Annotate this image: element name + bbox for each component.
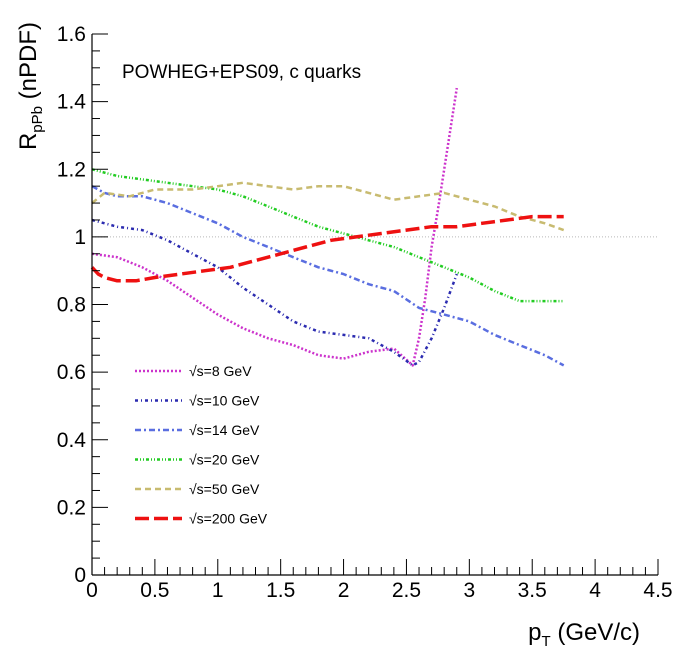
y-tick-label: 0.8 bbox=[57, 294, 86, 317]
legend-label-3: √s=20 GeV bbox=[189, 452, 260, 468]
legend-label-1: √s=10 GeV bbox=[189, 393, 260, 409]
x-axis-title-unit: (GeV/c) bbox=[551, 619, 640, 646]
legend-label-5: √s=200 GeV bbox=[189, 511, 268, 527]
y-tick-label: 1.2 bbox=[57, 158, 86, 181]
x-tick-label: 0.5 bbox=[140, 579, 169, 602]
series-line-5 bbox=[90, 214, 564, 283]
y-axis-title-unit: (nPDF) bbox=[15, 22, 42, 106]
x-tick-label: 2.5 bbox=[392, 579, 421, 602]
series-line-0 bbox=[91, 87, 459, 367]
y-tick-label: 1.6 bbox=[57, 23, 86, 46]
x-axis-title-main: p bbox=[528, 619, 541, 646]
x-tick-label: 1 bbox=[212, 579, 224, 602]
tick-marks bbox=[91, 33, 659, 576]
plot-frame bbox=[91, 34, 658, 576]
series-line-2 bbox=[91, 185, 565, 367]
legend-label-0: √s=8 GeV bbox=[189, 363, 252, 379]
series-group bbox=[90, 87, 565, 367]
legend: √s=8 GeV √s=10 GeV √s=14 GeV √s=20 GeV √s=50… bbox=[135, 363, 268, 527]
y-tick-label: 0.6 bbox=[57, 361, 86, 384]
y-axis-title-main: R bbox=[15, 133, 42, 150]
x-tick-label: 0 bbox=[86, 579, 98, 602]
legend-label-2: √s=14 GeV bbox=[189, 422, 260, 438]
y-tick-label: 0 bbox=[74, 564, 86, 587]
y-tick-label: 1.4 bbox=[57, 91, 87, 114]
legend-label-4: √s=50 GeV bbox=[189, 481, 260, 497]
x-axis-title-sub: T bbox=[541, 633, 550, 650]
series-line-1 bbox=[91, 218, 458, 367]
x-tick-label: 3.5 bbox=[518, 579, 547, 602]
y-axis-title: RpPb (nPDF) bbox=[15, 22, 46, 150]
y-axis-title-sub: pPb bbox=[29, 106, 46, 133]
x-tick-label: 2 bbox=[338, 579, 350, 602]
y-tick-label: 0.2 bbox=[57, 496, 86, 519]
chart-annotation: POWHEG+EPS09, c quarks bbox=[122, 62, 361, 83]
x-tick-label: 4 bbox=[589, 579, 601, 602]
y-tick-label: 0.4 bbox=[57, 429, 87, 452]
y-tick-label: 1 bbox=[74, 226, 86, 249]
x-tick-label: 4.5 bbox=[643, 579, 672, 602]
x-tick-label: 3 bbox=[463, 579, 475, 602]
tick-labels: 0 0.5 1 1.5 2 2.5 3 3.5 4 4.5 0 0.2 0.4 0.6 0.8 1 1.2 1.4… bbox=[57, 23, 673, 602]
series-line-4 bbox=[91, 181, 565, 232]
x-tick-label: 1.5 bbox=[266, 579, 295, 602]
x-axis-title: pT (GeV/c) bbox=[528, 619, 640, 650]
series-line-3 bbox=[91, 168, 564, 303]
